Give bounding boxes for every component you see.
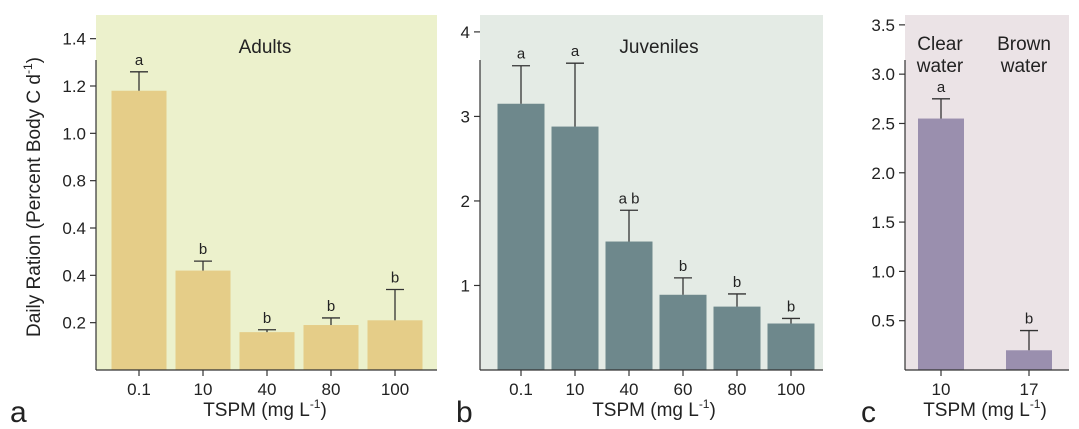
- y-tick-label: 4: [461, 23, 470, 42]
- significance-label: a b: [619, 190, 640, 207]
- y-axis-label: Daily Ration (Percent Body C d-1): [21, 57, 45, 337]
- bar: [303, 325, 359, 370]
- x-axis: 10 17: [905, 369, 1069, 399]
- bar: [239, 332, 295, 370]
- bar: [1006, 350, 1052, 370]
- y-tick-label: 0.2: [62, 314, 86, 333]
- significance-label: b: [1025, 311, 1033, 328]
- panel-title-clear-2: water: [916, 56, 964, 77]
- y-tick-label: 1.4: [62, 30, 86, 49]
- bar: [497, 103, 545, 370]
- y-tick-label: 3.0: [871, 65, 895, 84]
- x-tick-label: 60: [674, 380, 693, 399]
- x-tick-label: 100: [777, 380, 805, 399]
- y-tick-label: 3.5: [871, 16, 895, 35]
- x-tick-label: 0.1: [509, 380, 533, 399]
- panel-title: Juveniles: [619, 37, 698, 58]
- bar: [713, 306, 761, 370]
- y-tick-label: 2: [461, 192, 470, 211]
- y-tick-label: 2.5: [871, 114, 895, 133]
- x-tick-label: 80: [728, 380, 747, 399]
- x-axis: 0.1 10 40 60 80 100: [480, 369, 823, 399]
- y-tick-label: 1.0: [62, 124, 86, 143]
- y-tick-label: 3: [461, 107, 470, 126]
- bar: [767, 323, 815, 370]
- bar: [551, 126, 599, 370]
- bar: [175, 270, 231, 370]
- significance-label: b: [391, 270, 399, 287]
- x-tick-label: 100: [381, 380, 409, 399]
- x-axis-label: TSPM (mg L-1): [592, 397, 716, 421]
- x-axis-label: TSPM (mg L-1): [923, 397, 1047, 421]
- panel-juveniles: Juveniles a a a b b b b 1 2 3 4 0.1 10 40 60 80 100 T…: [456, 15, 823, 429]
- significance-label: b: [787, 298, 795, 315]
- x-tick-label: 80: [322, 380, 341, 399]
- significance-label: b: [263, 310, 271, 327]
- panel-title-clear-1: Clear: [917, 34, 963, 55]
- bars-group: a b b b b: [111, 52, 423, 370]
- significance-label: a: [135, 52, 144, 69]
- bars-group: a a a b b b b: [497, 43, 815, 370]
- y-tick-label: 0.8: [62, 172, 86, 191]
- x-tick-label: 10: [566, 380, 585, 399]
- y-tick-label: 1: [461, 276, 470, 295]
- significance-label: a: [517, 46, 526, 63]
- y-axis: 0.2 0.4 0.4 0.8 1.0 1.2 1.4: [62, 30, 97, 370]
- bar: [918, 118, 964, 371]
- y-tick-label: 2.0: [871, 164, 895, 183]
- y-tick-label: 0.4: [62, 266, 86, 285]
- y-tick-label: 1.5: [871, 213, 895, 232]
- x-tick-label: 0.1: [127, 380, 151, 399]
- x-axis: 0.1 10 40 80 100: [96, 369, 437, 399]
- x-axis-label: TSPM (mg L-1): [203, 397, 327, 421]
- y-tick-label: 1.0: [871, 262, 895, 281]
- significance-label: b: [199, 241, 207, 258]
- bar: [659, 294, 707, 370]
- x-tick-label: 40: [258, 380, 277, 399]
- significance-label: b: [733, 274, 741, 291]
- x-tick-label: 10: [932, 380, 951, 399]
- panel-letter: a: [10, 396, 27, 429]
- y-tick-label: 1.2: [62, 77, 86, 96]
- bar: [605, 241, 653, 370]
- panel-title-brown-1: Brown: [997, 34, 1051, 55]
- panel-letter: c: [861, 396, 876, 429]
- bar: [111, 90, 167, 370]
- panel-water: Clear water Brown water ab 0.51.01.52.02…: [861, 15, 1069, 429]
- panel-title: Adults: [239, 37, 292, 58]
- significance-label: a: [571, 43, 580, 60]
- panel-adults: Adults a b b b b 0.2 0.4 0.4 0.8 1.0 1.2 1.4 0.1 10…: [10, 15, 437, 429]
- significance-label: b: [679, 258, 687, 275]
- x-tick-label: 10: [194, 380, 213, 399]
- y-axis: 0.5 1.0 1.5 2.0 2.5 3.0 3.5: [871, 16, 906, 370]
- bar: [367, 320, 423, 370]
- panel-letter: b: [456, 396, 473, 429]
- significance-label: b: [327, 298, 335, 315]
- panel-title-brown-2: water: [1000, 56, 1048, 77]
- y-axis: 1 2 3 4: [461, 23, 481, 370]
- x-tick-label: 40: [620, 380, 639, 399]
- y-tick-label: 0.4: [62, 219, 86, 238]
- x-tick-label: 17: [1020, 380, 1039, 399]
- y-tick-label: 0.5: [871, 312, 895, 331]
- bars-group: ab: [918, 79, 1052, 371]
- significance-label: a: [937, 79, 946, 96]
